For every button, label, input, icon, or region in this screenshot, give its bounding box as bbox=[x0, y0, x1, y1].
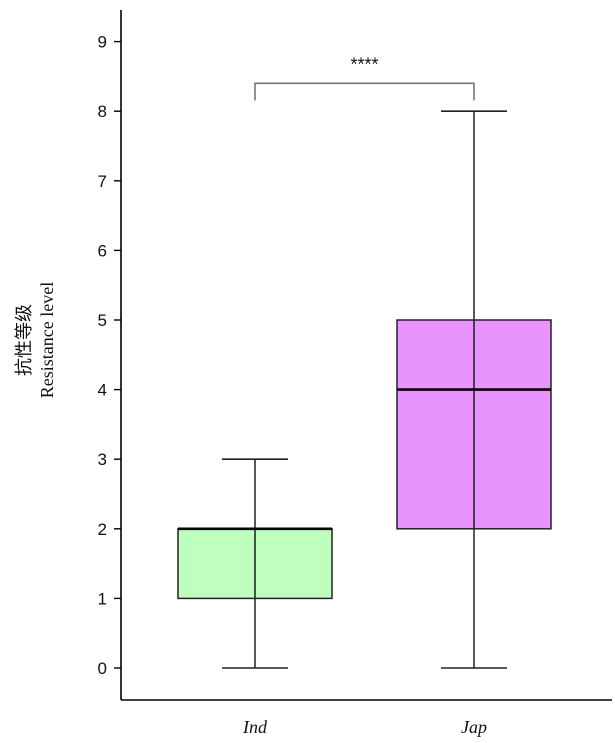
y-tick-label: 3 bbox=[98, 450, 107, 469]
y-tick-label: 8 bbox=[98, 102, 107, 121]
significance-label: **** bbox=[350, 54, 378, 74]
y-axis-ticks: 0 1 2 3 4 5 6 7 8 9 bbox=[98, 33, 121, 678]
x-category-label: Ind bbox=[242, 717, 268, 737]
y-tick-label: 6 bbox=[98, 241, 107, 260]
y-tick-label: 7 bbox=[98, 172, 107, 191]
y-tick-label: 2 bbox=[98, 520, 107, 539]
y-tick-label: 0 bbox=[98, 659, 107, 678]
y-tick-label: 1 bbox=[98, 589, 107, 608]
y-axis-title: 抗性等级 Resistance level bbox=[14, 282, 57, 398]
box-series bbox=[177, 110, 552, 669]
y-tick-label: 9 bbox=[98, 33, 107, 52]
y-axis-title-cn: 抗性等级 bbox=[14, 304, 34, 376]
significance-bracket bbox=[254, 82, 475, 101]
box-ind bbox=[177, 458, 333, 669]
y-tick-label: 4 bbox=[98, 381, 107, 400]
significance-annotation: **** bbox=[254, 54, 475, 101]
x-category-label: Jap bbox=[461, 717, 487, 737]
x-axis-categories: Ind Jap bbox=[242, 717, 487, 737]
y-axis-title-en: Resistance level bbox=[37, 282, 57, 398]
box-jap bbox=[396, 110, 552, 669]
y-tick-label: 5 bbox=[98, 311, 107, 330]
